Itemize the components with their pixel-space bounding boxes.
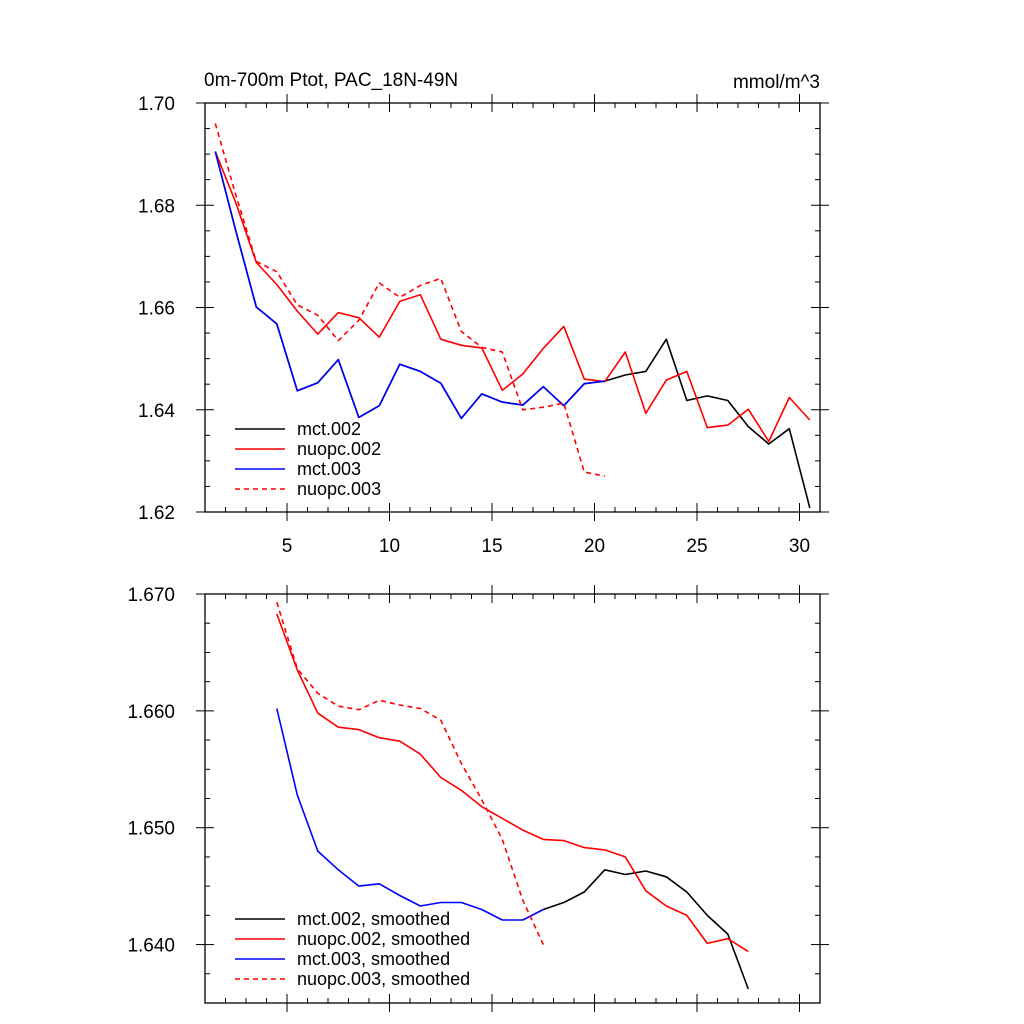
legend-label: nuopc.003, smoothed — [297, 969, 470, 989]
top-panel-title: 0m-700m Ptot, PAC_18N-49N — [204, 70, 458, 91]
legend-label: nuopc.002, smoothed — [297, 929, 470, 949]
y-tick-label: 1.660 — [127, 702, 175, 723]
legend-label: mct.002 — [297, 419, 361, 439]
y-tick-label: 1.70 — [138, 94, 175, 115]
x-tick-label: 20 — [584, 536, 605, 557]
x-tick-label: 15 — [481, 536, 502, 557]
series-line-mct-002-smoothed — [543, 868, 750, 990]
series-line-mct-003 — [214, 151, 605, 420]
top-panel-ticks: 5 10 15 20 25 30 1.62 1.64 1.66 1.68 1.70 — [138, 94, 829, 557]
series-line-nuopc-002-smoothed — [276, 613, 749, 953]
series-line-mct-003-smoothed — [276, 708, 544, 921]
series-line-nuopc-003-smoothed — [276, 601, 545, 945]
legend-label: mct.002, smoothed — [297, 909, 450, 929]
legend-label: mct.003, smoothed — [297, 949, 450, 969]
series-line-nuopc-002 — [214, 151, 811, 443]
legend-label: mct.003 — [297, 459, 361, 479]
x-tick-label: 30 — [789, 536, 810, 557]
y-tick-label: 1.66 — [138, 299, 175, 320]
y-tick-label: 1.670 — [127, 585, 175, 606]
y-tick-label: 1.64 — [138, 401, 175, 422]
y-tick-label: 1.640 — [127, 936, 175, 957]
bottom-panel-series — [276, 601, 750, 990]
top-panel: 0m-700m Ptot, PAC_18N-49N mmol/m^3 5 10 15… — [138, 70, 829, 557]
y-tick-label: 1.68 — [138, 196, 175, 217]
top-panel-units: mmol/m^3 — [733, 72, 820, 93]
legend-label: nuopc.002 — [297, 439, 381, 459]
x-tick-label: 25 — [686, 536, 707, 557]
bottom-panel-ticks: 1.640 1.650 1.660 1.670 — [127, 585, 829, 1012]
series-line-nuopc-003 — [214, 123, 605, 477]
top-panel-series — [214, 123, 811, 509]
legend-label: nuopc.003 — [297, 479, 381, 499]
y-tick-label: 1.650 — [127, 819, 175, 840]
x-tick-label: 5 — [282, 536, 293, 557]
x-tick-label: 10 — [379, 536, 400, 557]
y-tick-label: 1.62 — [138, 503, 175, 524]
